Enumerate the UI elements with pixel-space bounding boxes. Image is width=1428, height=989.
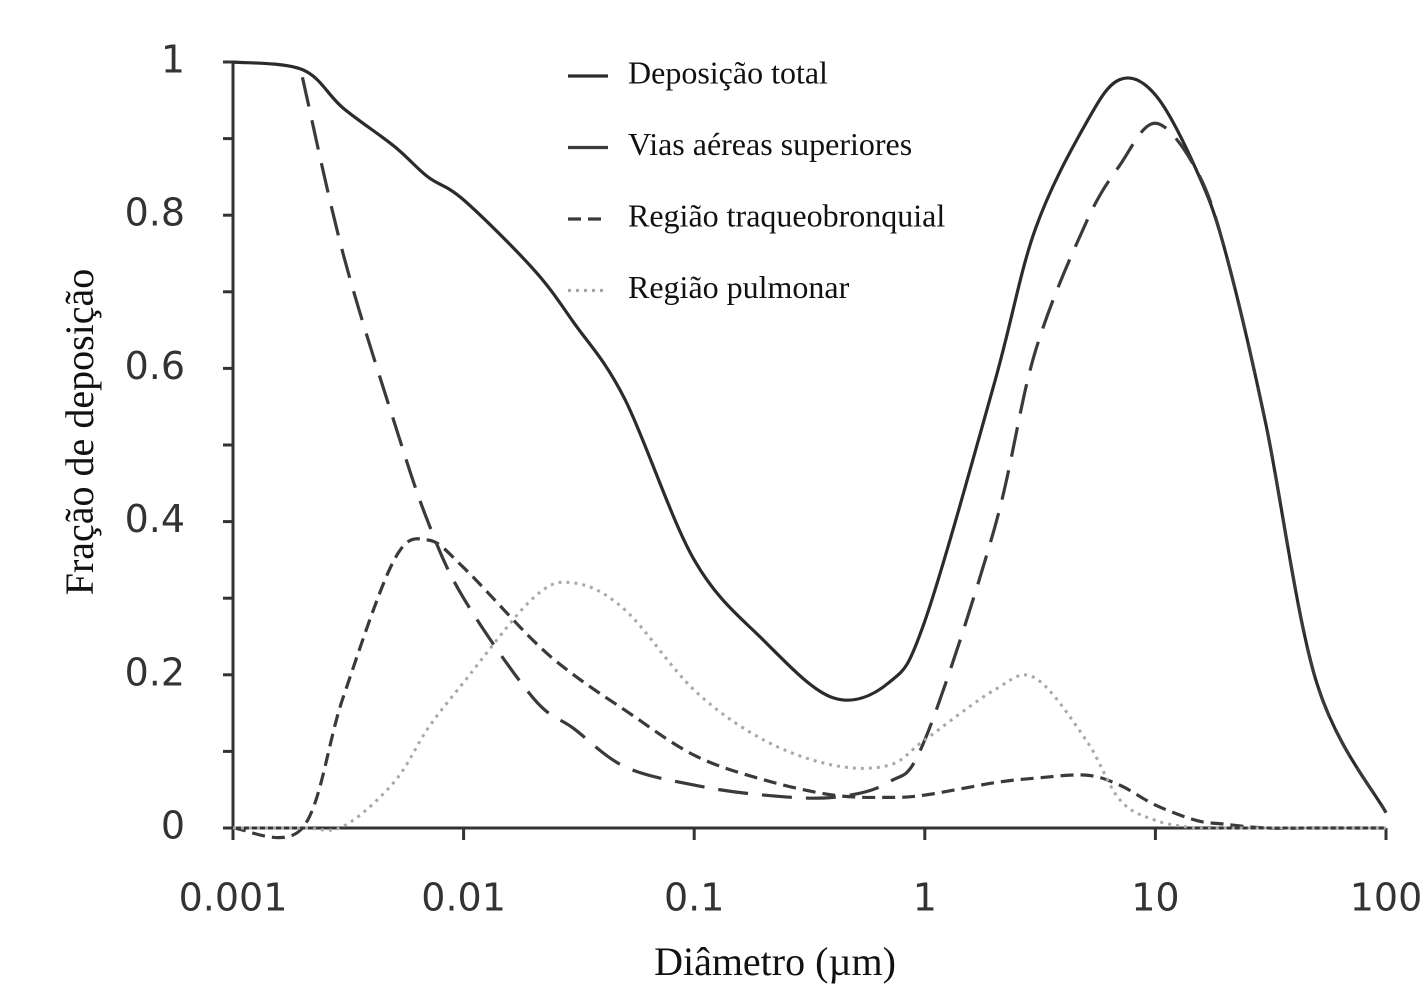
- legend-label: Região pulmonar: [628, 269, 850, 305]
- data-line: [232, 537, 1386, 840]
- x-tick-label: 10: [1131, 876, 1179, 920]
- x-tick-label: 100: [1350, 876, 1423, 920]
- x-tick-label: 0.1: [664, 876, 724, 920]
- x-tick-label: 1: [913, 876, 937, 920]
- data-line: [300, 76, 1388, 814]
- legend-label: Vias aéreas superiores: [628, 126, 912, 162]
- y-axis-label: Fração de deposição: [57, 269, 102, 596]
- data-line: [232, 580, 1386, 832]
- legend-label: Região traqueobronquial: [628, 197, 945, 233]
- y-tick-label: 0: [161, 804, 185, 848]
- y-tick-label: 0.8: [125, 191, 185, 235]
- x-tick-label: 0.01: [421, 876, 506, 920]
- y-tick-label: 0.6: [125, 344, 185, 388]
- y-tick-label: 0.4: [125, 497, 185, 541]
- x-tick-label: 0.001: [179, 876, 288, 920]
- x-axis-label: Diâmetro (µm): [654, 939, 896, 984]
- y-tick-label: 0.2: [125, 650, 185, 694]
- data-line: [232, 60, 1388, 814]
- legend-label: Deposição total: [628, 54, 828, 90]
- y-tick-label: 1: [161, 38, 185, 82]
